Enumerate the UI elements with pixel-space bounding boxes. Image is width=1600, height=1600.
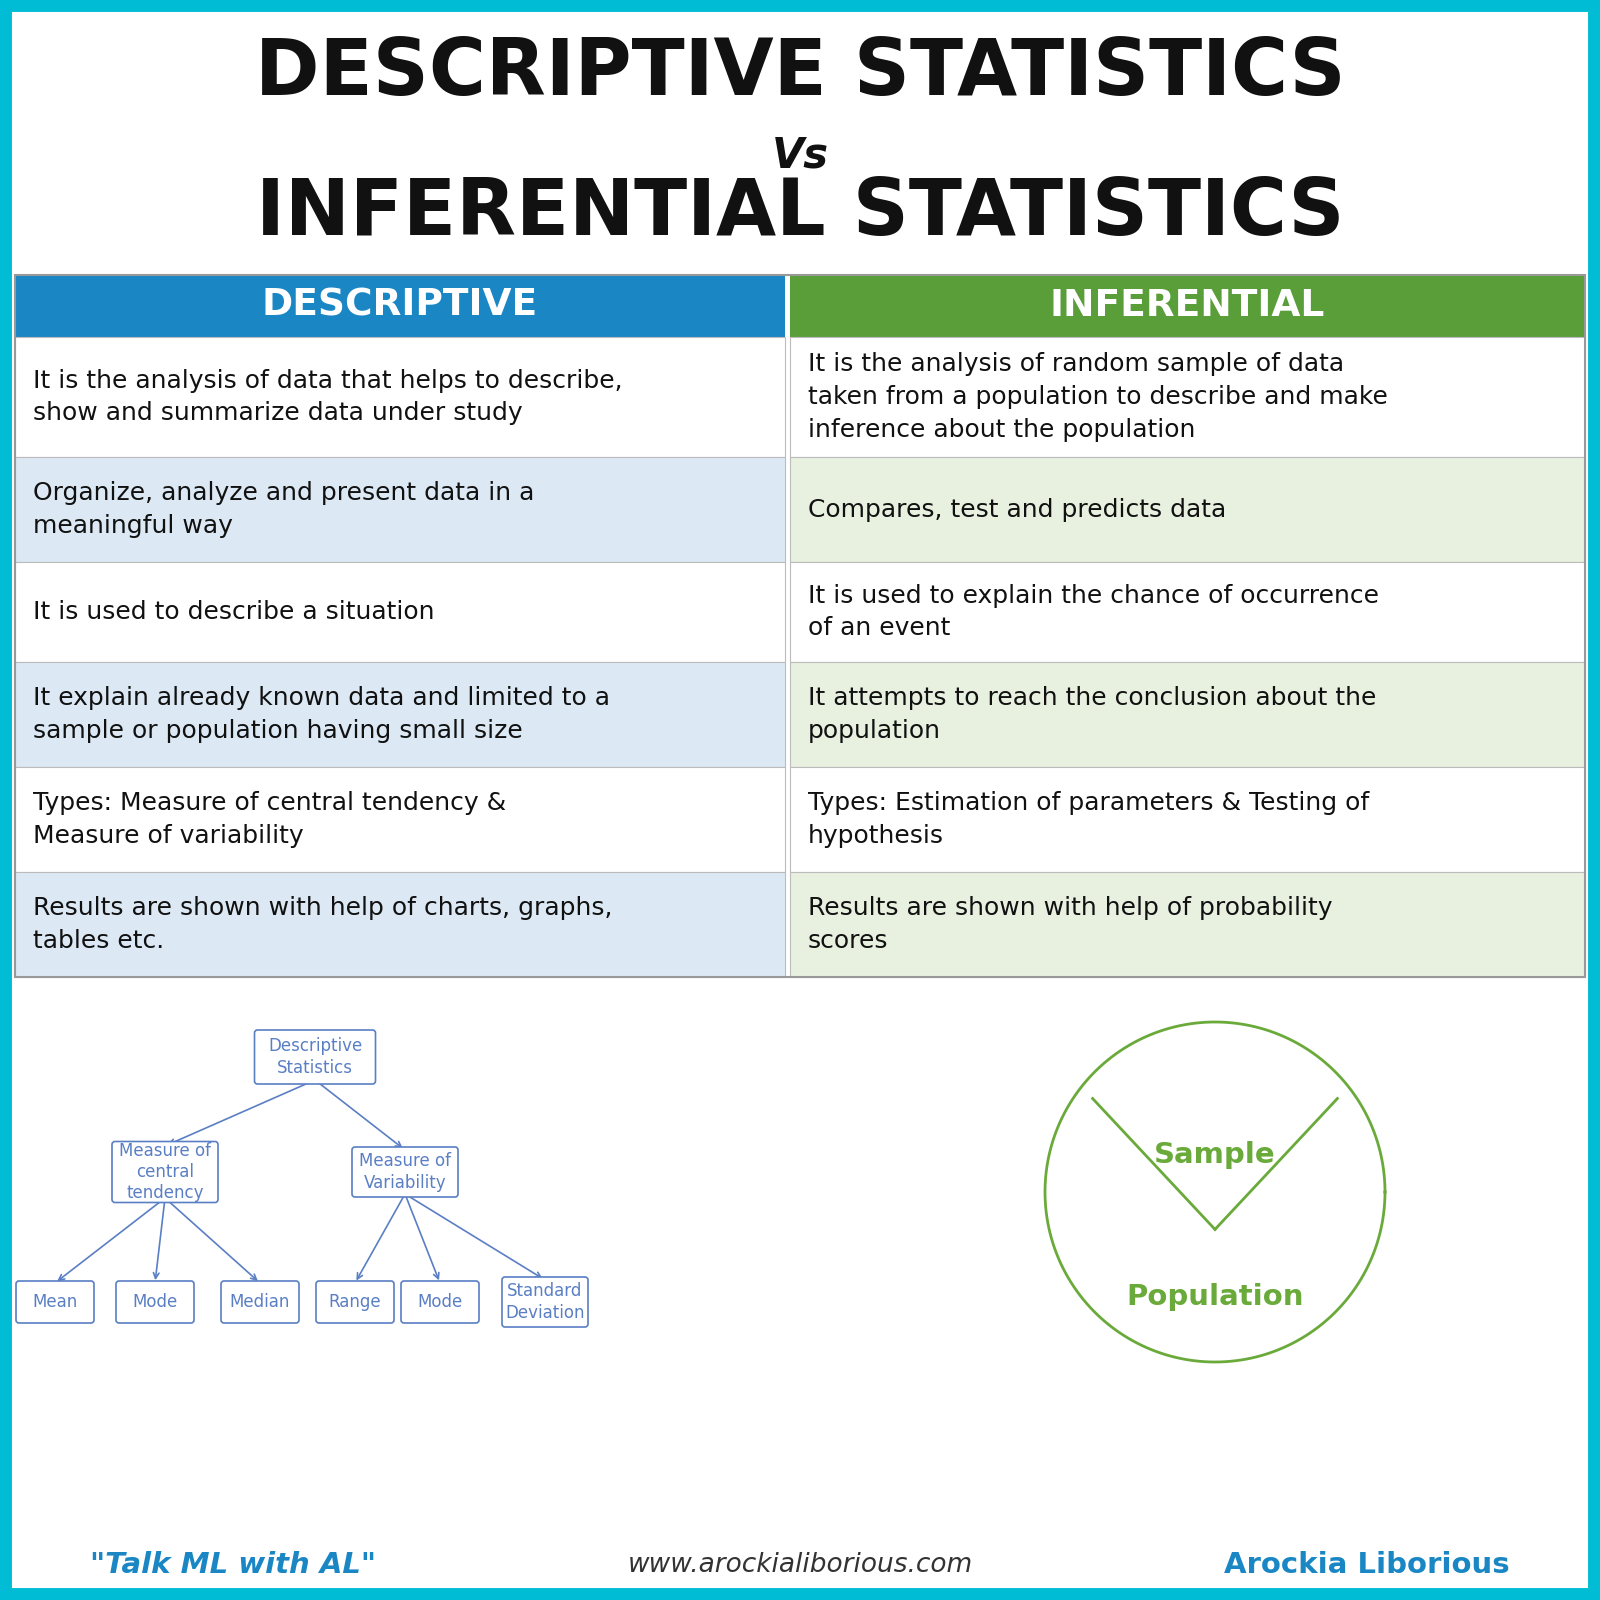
Text: Standard
Deviation: Standard Deviation [506,1282,584,1322]
Text: Results are shown with help of charts, graphs,
tables etc.: Results are shown with help of charts, g… [34,896,613,952]
FancyBboxPatch shape [352,1147,458,1197]
Text: "Talk ML with AL": "Talk ML with AL" [90,1550,376,1579]
Bar [14,275,786,338]
Bar [14,562,786,662]
Text: Median: Median [230,1293,290,1310]
FancyBboxPatch shape [402,1282,478,1323]
FancyBboxPatch shape [254,1030,376,1085]
FancyBboxPatch shape [115,1282,194,1323]
Text: Vs: Vs [771,134,829,178]
Text: Mode: Mode [133,1293,178,1310]
FancyBboxPatch shape [16,1282,94,1323]
Bar [790,766,1586,872]
FancyBboxPatch shape [502,1277,589,1326]
Bar [790,275,1586,338]
Bar [14,662,786,766]
Text: It is the analysis of data that helps to describe,
show and summarize data under: It is the analysis of data that helps to… [34,368,622,426]
Text: Arockia Liborious: Arockia Liborious [1224,1550,1510,1579]
FancyBboxPatch shape [112,1141,218,1203]
Text: It is the analysis of random sample of data
taken from a population to describe : It is the analysis of random sample of d… [808,352,1387,442]
Text: INFERENTIAL: INFERENTIAL [1050,288,1325,323]
FancyBboxPatch shape [221,1282,299,1323]
Text: Range: Range [328,1293,381,1310]
Bar [14,872,786,978]
Text: It is used to explain the chance of occurrence
of an event: It is used to explain the chance of occu… [808,584,1379,640]
Text: Population: Population [1126,1283,1304,1312]
Text: Types: Measure of central tendency &
Measure of variability: Types: Measure of central tendency & Mea… [34,792,506,848]
Bar [790,458,1586,562]
Bar [14,458,786,562]
Text: Measure of
Variability: Measure of Variability [358,1152,451,1192]
Text: Organize, analyze and present data in a
meaningful way: Organize, analyze and present data in a … [34,482,534,538]
Text: It is used to describe a situation: It is used to describe a situation [34,600,435,624]
Text: DESCRIPTIVE: DESCRIPTIVE [262,288,538,323]
Bar [790,872,1586,978]
FancyBboxPatch shape [317,1282,394,1323]
Text: Measure of
central
tendency: Measure of central tendency [118,1141,211,1203]
Text: Results are shown with help of probability
scores: Results are shown with help of probabili… [808,896,1333,952]
Bar [790,338,1586,458]
Text: INFERENTIAL STATISTICS: INFERENTIAL STATISTICS [256,174,1344,251]
Bar [14,766,786,872]
Text: It explain already known data and limited to a
sample or population having small: It explain already known data and limite… [34,686,610,742]
Bar [790,662,1586,766]
Text: Sample: Sample [1154,1141,1275,1168]
Text: It attempts to reach the conclusion about the
population: It attempts to reach the conclusion abou… [808,686,1376,742]
Bar [14,338,786,458]
Text: Types: Estimation of parameters & Testing of
hypothesis: Types: Estimation of parameters & Testin… [808,792,1370,848]
Bar [790,562,1586,662]
Text: Mode: Mode [418,1293,462,1310]
Text: www.arockialiborious.com: www.arockialiborious.com [627,1552,973,1578]
Text: DESCRIPTIVE STATISTICS: DESCRIPTIVE STATISTICS [254,35,1346,110]
Text: Descriptive
Statistics: Descriptive Statistics [267,1037,362,1077]
Text: Compares, test and predicts data: Compares, test and predicts data [808,498,1226,522]
Text: Mean: Mean [32,1293,78,1310]
